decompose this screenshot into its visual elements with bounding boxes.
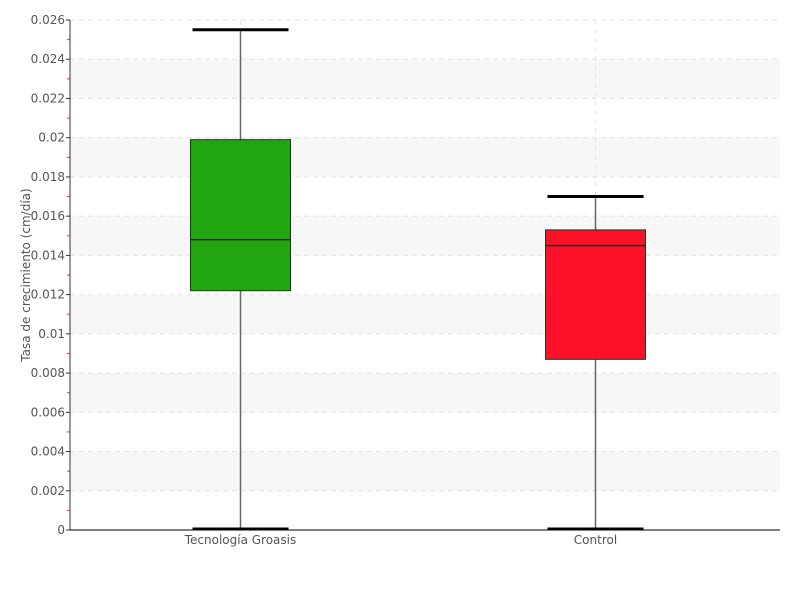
- y-tick-label: 0.014: [31, 248, 65, 262]
- x-tick-label: Control: [574, 533, 617, 547]
- grid-band: [70, 59, 780, 99]
- grid-band: [70, 216, 780, 256]
- grid-bands: [70, 59, 780, 491]
- grid-band: [70, 451, 780, 491]
- y-tick-label: 0.022: [31, 91, 65, 105]
- y-tick-label: 0.02: [38, 131, 65, 145]
- y-tick-label: 0.008: [31, 366, 65, 380]
- boxes: [190, 28, 646, 531]
- y-tick-label: 0.01: [38, 327, 65, 341]
- y-tick-label: 0: [57, 523, 65, 537]
- y-tick-label: 0.024: [31, 52, 65, 66]
- x-tick-label: Tecnología Groasis: [184, 533, 297, 547]
- y-tick-label: 0.026: [31, 13, 65, 27]
- y-tick-label: 0.012: [31, 288, 65, 302]
- grid-band: [70, 137, 780, 177]
- box: [190, 139, 291, 292]
- y-tick-label: 0.004: [31, 445, 65, 459]
- y-tick-label: 0.018: [31, 170, 65, 184]
- box: [545, 229, 646, 360]
- y-tick-label: 0.006: [31, 405, 65, 419]
- axes: 0 0.002 0.004 0.006 0.008 0.01 0.012 0.014 0.016…: [31, 13, 780, 547]
- y-tick-label: 0.016: [31, 209, 65, 223]
- grid-band: [70, 294, 780, 334]
- y-axis-label: Tasa de crecimiento (cm/día): [19, 188, 33, 362]
- grid-band: [70, 373, 780, 413]
- y-tick-label: 0.002: [31, 484, 65, 498]
